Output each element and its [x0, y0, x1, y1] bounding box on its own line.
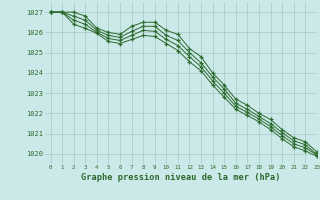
X-axis label: Graphe pression niveau de la mer (hPa): Graphe pression niveau de la mer (hPa) — [81, 173, 281, 182]
